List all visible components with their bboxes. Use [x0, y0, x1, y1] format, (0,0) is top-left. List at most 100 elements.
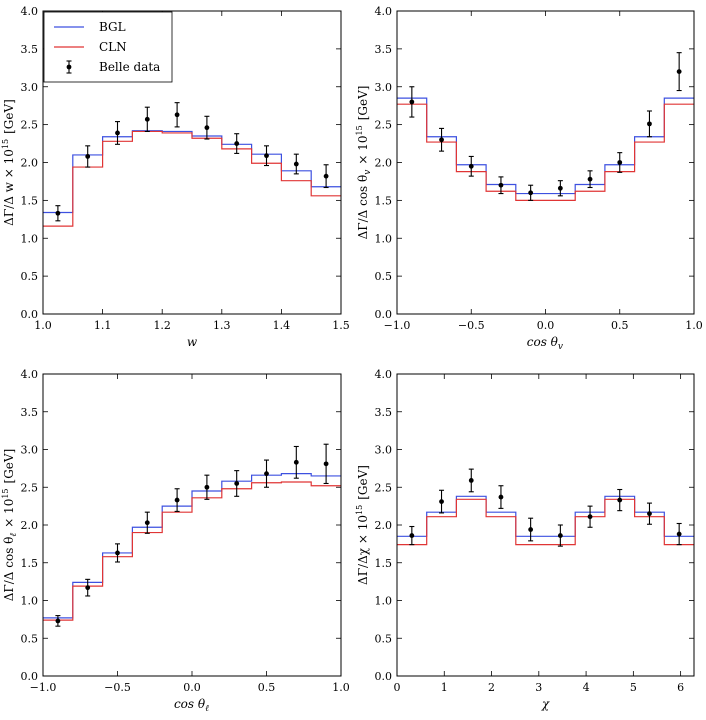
data-point — [528, 527, 534, 532]
data-point — [647, 511, 652, 517]
x-tick-label: 4 — [583, 681, 590, 694]
x-tick-label: 1.3 — [213, 319, 231, 332]
y-tick-label: 2.5 — [375, 119, 393, 132]
y-axis-label: ΔΓ/Δχ × 1015 [GeV] — [355, 465, 370, 585]
y-tick-label: 0.0 — [21, 670, 39, 683]
y-tick-label: 0.5 — [375, 270, 393, 283]
x-tick-label: 0.0 — [537, 319, 555, 332]
y-tick-label: 3.0 — [375, 81, 393, 94]
plot-frame — [396, 10, 695, 315]
legend-label: CLN — [99, 40, 127, 54]
y-tick-label: 3.0 — [375, 444, 393, 457]
data-point — [264, 153, 269, 159]
x-axis-label: χ — [541, 697, 550, 711]
data-point — [85, 154, 91, 159]
data-point — [323, 461, 329, 467]
data-point — [439, 499, 444, 504]
data-point — [676, 531, 682, 537]
data-point — [647, 121, 652, 127]
data-point — [174, 112, 180, 118]
x-tick-label: 1.1 — [94, 319, 112, 332]
y-tick-label: 2.5 — [375, 481, 393, 494]
data-point — [293, 459, 299, 465]
x-tick-label: 1.4 — [273, 319, 291, 332]
series-cln-line — [397, 498, 695, 546]
x-tick-label: 6 — [677, 681, 684, 694]
data-point — [498, 182, 504, 188]
data-point — [409, 99, 415, 105]
x-tick-label: 1.0 — [685, 319, 703, 332]
y-tick-label: 1.0 — [375, 232, 393, 245]
x-tick-label: 0.0 — [183, 681, 201, 694]
data-point — [115, 550, 120, 556]
panel-chi: 0 1 2 3 4 5 6 0.0 0.5 1.0 1.5 2.0 2.5 3.0 3.5 4.0 χ ΔΓ/Δχ… — [355, 368, 695, 711]
series-bgl-line — [397, 97, 694, 195]
x-tick-label: 0 — [394, 681, 401, 694]
panel-w: 1.0 1.1 1.2 1.3 1.4 1.5 0.0 0.5 1.0 1.5 2.0 2.5 3.0 3… — [1, 5, 350, 349]
data-point — [234, 481, 240, 486]
plot-frame — [42, 373, 342, 677]
y-tick-label: 4.0 — [21, 368, 39, 381]
y-axis-label: ΔΓ/Δ cos θℓ × 1015 [GeV] — [1, 449, 19, 602]
data-point — [115, 130, 120, 136]
y-tick-label: 2.0 — [375, 519, 393, 532]
data-point — [409, 533, 415, 538]
x-tick-label: 5 — [630, 681, 637, 694]
y-tick-label: 2.5 — [21, 481, 39, 494]
data-point — [557, 185, 563, 191]
series-cln-line — [43, 481, 341, 621]
series-cln-line — [397, 103, 694, 201]
y-tick-label: 3.0 — [21, 444, 39, 457]
y-tick-label: 4.0 — [375, 5, 393, 18]
data-point — [204, 125, 210, 131]
data-point — [55, 210, 61, 216]
x-tick-label: 1.0 — [332, 681, 350, 694]
data-point — [85, 585, 91, 591]
data-point — [468, 163, 474, 169]
y-tick-label: 3.5 — [21, 43, 39, 56]
y-tick-label: 0.0 — [375, 670, 393, 683]
x-tick-label: 0.5 — [611, 319, 629, 332]
legend: BGL CLN Belle data — [43, 11, 173, 83]
panel-cos_theta_v: −1.0 −0.5 0.0 0.5 1.0 0.0 0.5 1.0 1.5 2.0 2.5 3.0 3.… — [355, 5, 703, 352]
x-tick-label: −0.5 — [104, 681, 131, 694]
x-tick-label: −1.0 — [384, 319, 411, 332]
x-tick-label: 1 — [441, 681, 448, 694]
y-tick-label: 1.0 — [21, 595, 39, 608]
data-point — [264, 471, 269, 477]
y-tick-label: 3.0 — [21, 81, 39, 94]
x-axis-label: cos θv — [527, 335, 564, 352]
data-point — [55, 618, 61, 624]
y-tick-label: 2.5 — [21, 119, 39, 132]
plot-frame — [42, 10, 342, 315]
x-axis-label: w — [187, 335, 198, 349]
legend-data-marker — [66, 64, 72, 70]
x-tick-label: −0.5 — [458, 319, 485, 332]
data-point — [439, 137, 444, 143]
y-tick-label: 0.0 — [21, 308, 39, 321]
y-tick-label: 1.0 — [21, 232, 39, 245]
y-tick-label: 4.0 — [21, 5, 39, 18]
x-tick-label: 3 — [535, 681, 542, 694]
plot-frame — [396, 373, 695, 677]
y-tick-label: 3.5 — [21, 406, 39, 419]
data-point — [498, 494, 504, 500]
y-tick-label: 1.5 — [375, 194, 393, 207]
x-tick-label: 1.0 — [34, 319, 52, 332]
legend-label: Belle data — [99, 60, 160, 74]
data-point — [528, 190, 534, 196]
data-point — [174, 497, 180, 503]
data-point — [587, 176, 593, 182]
data-point — [587, 514, 593, 520]
y-tick-label: 0.0 — [375, 308, 393, 321]
legend-label: BGL — [99, 20, 126, 34]
y-tick-label: 4.0 — [375, 368, 393, 381]
x-axis-label: cos θℓ — [174, 697, 210, 714]
y-tick-label: 0.5 — [21, 270, 39, 283]
data-point — [676, 69, 682, 74]
x-tick-label: 2 — [488, 681, 495, 694]
y-tick-label: 3.5 — [375, 43, 393, 56]
data-point — [204, 484, 210, 490]
series-cln-line — [43, 130, 341, 227]
